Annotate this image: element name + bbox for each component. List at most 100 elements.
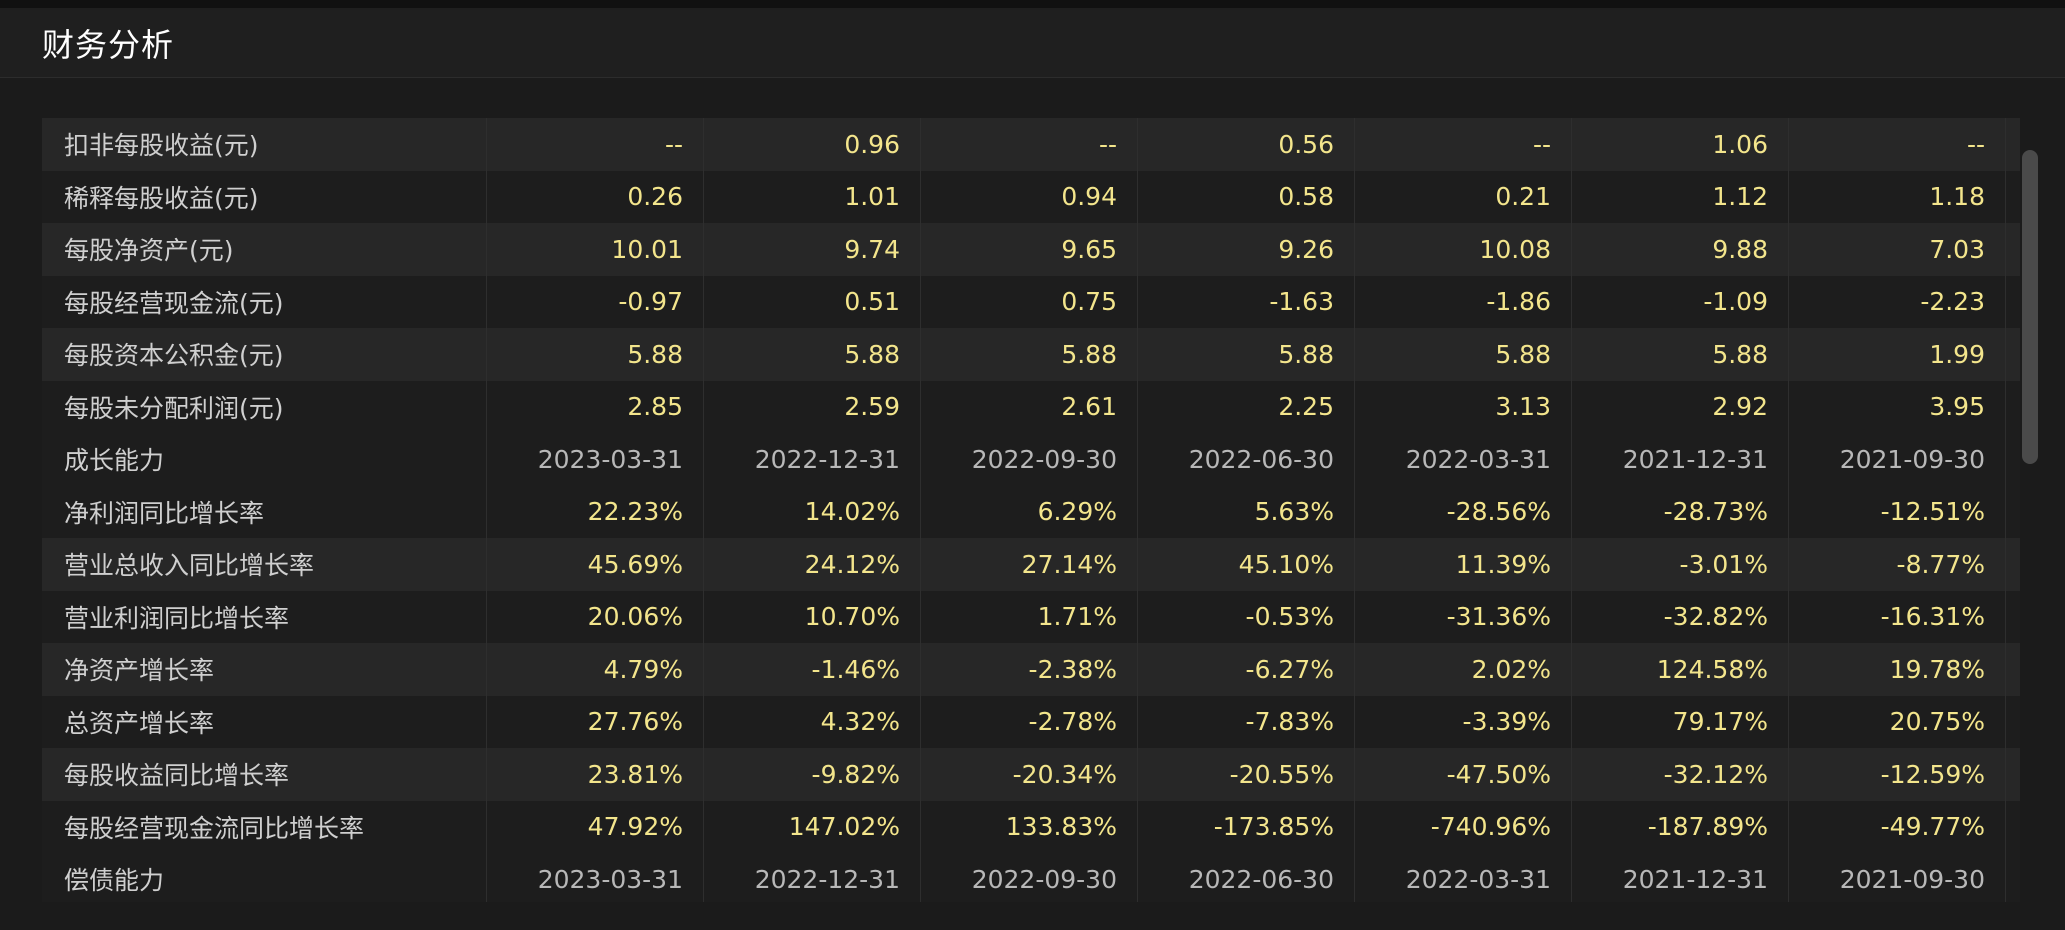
period-date-cell: 2022-06-30 [1137,433,1355,486]
table-row: 每股净资产(元)10.019.749.659.2610.089.887.036.… [42,223,2020,276]
table-row: 每股收益同比增长率 23.81% -9.82% -20.34% -20.55% -47.5… [42,748,2020,801]
panel-title: 财务分析 [42,26,175,64]
table-row: 扣非每股收益(元)--0.96--0.56--1.06--0.72 [42,118,2020,171]
vertical-scrollbar[interactable] [2022,150,2038,464]
value-cell: 1.99 [2005,328,2020,381]
period-date-cell: 2022-03-31 [1354,433,1572,486]
period-date-cell: 2022-12-31 [703,853,921,902]
value-cell: 6.29% [920,485,1138,538]
value-cell: 0.73 [2005,170,2020,223]
period-date-cell: 2021-12-31 [1571,853,1789,902]
period-date-cell: 2023-03-31 [486,853,704,902]
value-cell: 3.95 [1788,380,2006,433]
value-cell: 0.94 [920,170,1138,223]
value-cell: 1.71% [920,590,1138,643]
value-cell: -31.36% [1354,590,1572,643]
value-cell: 27.14% [920,538,1138,591]
value-cell: -1.46% [703,643,921,696]
value-cell: 0.26 [486,170,704,223]
value-cell: 2.02% [1354,643,1572,696]
value-cell: 5.88 [1137,328,1355,381]
value-cell: 1.01 [703,170,921,223]
period-date-cell: 2021-09-30 [1788,433,2006,486]
value-cell: 0.96 [703,118,921,171]
value-cell: -2.78% [920,695,1138,748]
value-cell: 20.06% [486,590,704,643]
value-cell: -16.31% [1788,590,2006,643]
period-date-cell: 2021-06-30 [2005,433,2020,486]
value-cell: 22.23% [486,485,704,538]
row-label: 总资产增长率 [42,695,487,748]
value-cell: 0.75 [920,275,1138,328]
value-cell: -32.12% [1571,748,1789,801]
table-row: 每股经营现金流(元) -0.97 0.51 0.75 -1.63 -1.86 -1.09 -2… [42,275,2020,328]
value-cell: 11.39% [1354,538,1572,591]
value-cell: -3.01% [1571,538,1789,591]
value-cell: 24.12% [703,538,921,591]
value-cell: 5.88 [920,328,1138,381]
value-cell: 124.58% [1571,643,1789,696]
value-cell: 0.56 [1137,118,1355,171]
section-header-row: 偿债能力 2023-03-31 2022-12-31 2022-09-30 2022-0… [42,853,2020,902]
table-row: 每股经营现金流同比增长率 47.92% 147.02% 133.83% -173.85%… [42,800,2020,853]
section-label: 偿债能力 [42,853,487,902]
row-label: 营业总收入同比增长率 [42,538,487,591]
table-row: 营业总收入同比增长率 45.69% 24.12% 27.14% 45.10% 11.39%… [42,538,2020,591]
period-date-cell: 2022-12-31 [703,433,921,486]
value-cell: -9.82% [703,748,921,801]
row-label: 每股资本公积金(元) [42,328,487,381]
value-cell: 3.13 [1354,380,1572,433]
value-cell: 4.32% [703,695,921,748]
value-cell: 5.88 [1571,328,1789,381]
value-cell: 1.99 [1788,328,2006,381]
value-cell: -1.86 [1354,275,1572,328]
value-cell: 3.50 [2005,380,2020,433]
row-label: 每股未分配利润(元) [42,380,487,433]
value-cell: 2.92 [1571,380,1789,433]
period-date-cell: 2021-09-30 [1788,853,2006,902]
value-cell: -28.73% [1571,485,1789,538]
row-label: 每股净资产(元) [42,223,487,276]
table-row: 营业利润同比增长率 20.06% 10.70% 1.71% -0.53% -31.36% -… [42,590,2020,643]
value-cell: 27.76% [486,695,704,748]
value-cell: -20.55% [1137,748,1355,801]
value-cell: 19.78% [1788,643,2006,696]
value-cell: 9.74 [703,223,921,276]
value-cell: -6.27% [1137,643,1355,696]
value-cell: 79.17% [1571,695,1789,748]
row-label: 净资产增长率 [42,643,487,696]
value-cell: 0.51 [703,275,921,328]
value-cell: 20.75% [1788,695,2006,748]
value-cell: -11.50% [2005,485,2020,538]
value-cell: -32.82% [1571,590,1789,643]
value-cell: -0.60 [2005,275,2020,328]
value-cell: -- [486,118,704,171]
table-row: 净资产增长率 4.79% -1.46% -2.38% -6.27% 2.02% 124.58… [42,643,2020,696]
value-cell: -- [1788,118,2006,171]
value-cell: 10.01 [486,223,704,276]
value-cell: -187.89% [1571,800,1789,853]
value-cell: -6.81% [2005,695,2020,748]
period-date-cell: 2021-12-31 [1571,433,1789,486]
period-date-cell: 2022-06-30 [1137,853,1355,902]
financial-table-panel[interactable]: 扣非每股收益(元)--0.96--0.56--1.06--0.72稀释每股收益(… [42,118,2020,902]
section-header-row: 成长能力 2023-03-31 2022-12-31 2022-09-30 2022-0… [42,433,2020,486]
value-cell: 9.88 [1571,223,1789,276]
period-date-cell: 2022-09-30 [920,433,1138,486]
value-cell: 2.25 [1137,380,1355,433]
row-label: 营业利润同比增长率 [42,590,487,643]
row-label: 稀释每股收益(元) [42,170,487,223]
value-cell: 23.81% [486,748,704,801]
value-cell: 6.59 [2005,223,2020,276]
financial-analysis-table: 扣非每股收益(元)--0.96--0.56--1.06--0.72稀释每股收益(… [42,118,2020,902]
value-cell: -740.96% [1354,800,1572,853]
value-cell: -8.77% [1788,538,2006,591]
value-cell: 9.65 [920,223,1138,276]
value-cell: 4.79% [486,643,704,696]
period-date-cell: 2023-03-31 [486,433,704,486]
value-cell: 1.18 [1788,170,2006,223]
value-cell: -1.63 [1137,275,1355,328]
value-cell: 0.58 [1137,170,1355,223]
value-cell: -173.85% [1137,800,1355,853]
value-cell: 2.59 [703,380,921,433]
